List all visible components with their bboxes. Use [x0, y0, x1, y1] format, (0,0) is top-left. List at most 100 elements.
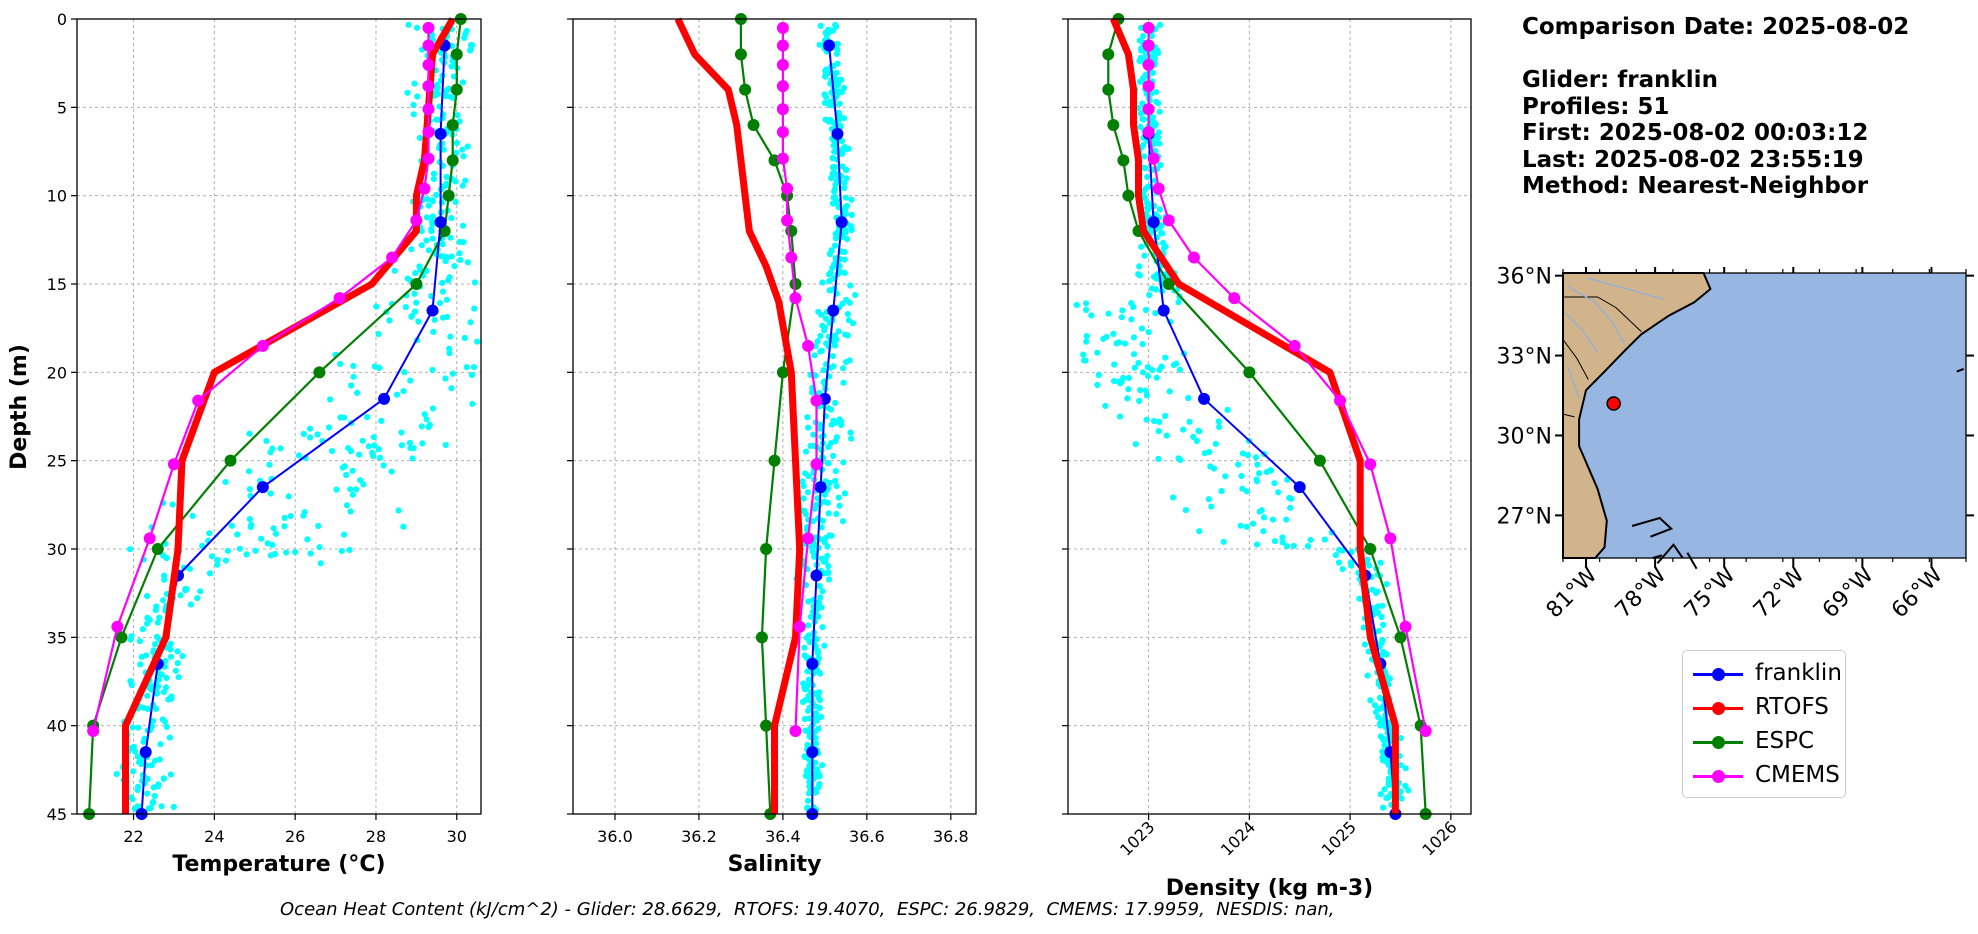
glider-point [234, 531, 241, 538]
glider-point [1173, 360, 1180, 367]
glider-point [429, 213, 436, 220]
glider-point [144, 775, 151, 783]
legend-marker [1712, 702, 1725, 715]
glider-point [1144, 199, 1151, 206]
glider-point [1269, 516, 1277, 523]
y-tick-label: 45 [47, 805, 67, 824]
glider-point [148, 762, 155, 769]
glider-point [1218, 488, 1225, 495]
glider-point [834, 60, 841, 67]
glider-point [1083, 300, 1090, 307]
glider-point [1153, 374, 1160, 381]
glider-point [841, 180, 848, 187]
series-marker-ESPC [450, 48, 463, 61]
glider-point [246, 430, 253, 437]
glider-point [801, 715, 809, 723]
glider-point [179, 653, 186, 660]
series-marker-ESPC [151, 543, 164, 555]
profile-count: Profiles: 51 [1522, 93, 1670, 120]
glider-point [1081, 357, 1088, 364]
glider-point [829, 264, 836, 271]
glider-point [459, 182, 466, 189]
series-marker-ESPC [789, 278, 802, 290]
x-axis-label: Salinity [728, 852, 822, 877]
glider-point [414, 93, 421, 100]
glider-point [228, 522, 236, 529]
glider-point [263, 437, 270, 445]
glider-point [339, 464, 346, 471]
glider-point [1159, 230, 1166, 237]
series-marker-CMEMS [1142, 103, 1155, 116]
axes-frame [1067, 18, 1472, 815]
last-time: Last: 2025-08-02 23:55:19 [1522, 146, 1864, 173]
legend-item-CMEMS: CMEMS [1683, 761, 1845, 791]
series-marker-CMEMS [802, 532, 815, 545]
glider-point [1379, 757, 1387, 764]
series-marker-ESPC [410, 278, 423, 290]
glider-point [170, 803, 177, 811]
glider-point [453, 139, 461, 147]
glider-point [160, 689, 167, 696]
glider-point [799, 698, 807, 706]
glider-point [471, 305, 478, 312]
glider-point [818, 311, 825, 318]
glider-point [425, 202, 432, 209]
glider-point [817, 332, 824, 339]
glider-point [1139, 100, 1146, 107]
series-marker-CMEMS [1384, 532, 1397, 545]
map-river [1567, 285, 1626, 346]
glider-point [467, 319, 474, 326]
glider-point [129, 796, 136, 803]
glider-point [439, 279, 446, 286]
glider-point [272, 530, 280, 537]
glider-point [439, 314, 447, 321]
glider-point [167, 771, 174, 778]
glider-point [264, 540, 271, 547]
glider-point [828, 175, 835, 182]
glider-point [163, 684, 170, 691]
y-tick-label: 25 [47, 452, 67, 471]
glider-point [435, 116, 442, 123]
glider-point [315, 522, 322, 530]
glider-point [1380, 736, 1387, 744]
glider-point [442, 93, 449, 100]
series-marker-ESPC [776, 366, 789, 379]
glider-point [162, 658, 169, 665]
glider-point [460, 222, 467, 229]
glider-point [448, 215, 455, 222]
glider-point [405, 21, 412, 28]
glider-point [155, 676, 162, 683]
series-marker-CMEMS [1162, 214, 1175, 227]
glider-point [1372, 709, 1380, 716]
series-marker-franklin [1147, 216, 1160, 229]
series-marker-CMEMS [776, 21, 789, 34]
glider-point [155, 781, 162, 788]
glider-point [373, 303, 380, 310]
glider-point [1122, 340, 1129, 347]
glider-point [828, 27, 835, 34]
glider-point [1143, 416, 1150, 423]
glider-point [1162, 243, 1169, 250]
series-marker-ESPC [115, 631, 128, 644]
series-marker-ESPC [1102, 48, 1115, 61]
glider-point [136, 638, 143, 645]
glider-point [113, 770, 120, 778]
glider-point [819, 279, 826, 286]
glider-point [449, 370, 456, 377]
glider-point [848, 211, 855, 219]
glider-point [1139, 369, 1147, 376]
glider-point [829, 155, 836, 162]
glider-point [348, 382, 355, 389]
glider-point [1256, 508, 1263, 515]
series-marker-franklin [823, 39, 836, 52]
x-tick-label: 26 [285, 827, 305, 846]
glider-point [835, 328, 842, 335]
glider-point [1210, 465, 1218, 472]
glider-point [370, 434, 377, 441]
glider-point [1115, 378, 1122, 385]
glider-point [808, 389, 816, 396]
glider-point [1222, 473, 1229, 480]
series-marker-ESPC [760, 719, 773, 732]
glider-point [1176, 366, 1184, 373]
glider-point [1136, 263, 1143, 270]
